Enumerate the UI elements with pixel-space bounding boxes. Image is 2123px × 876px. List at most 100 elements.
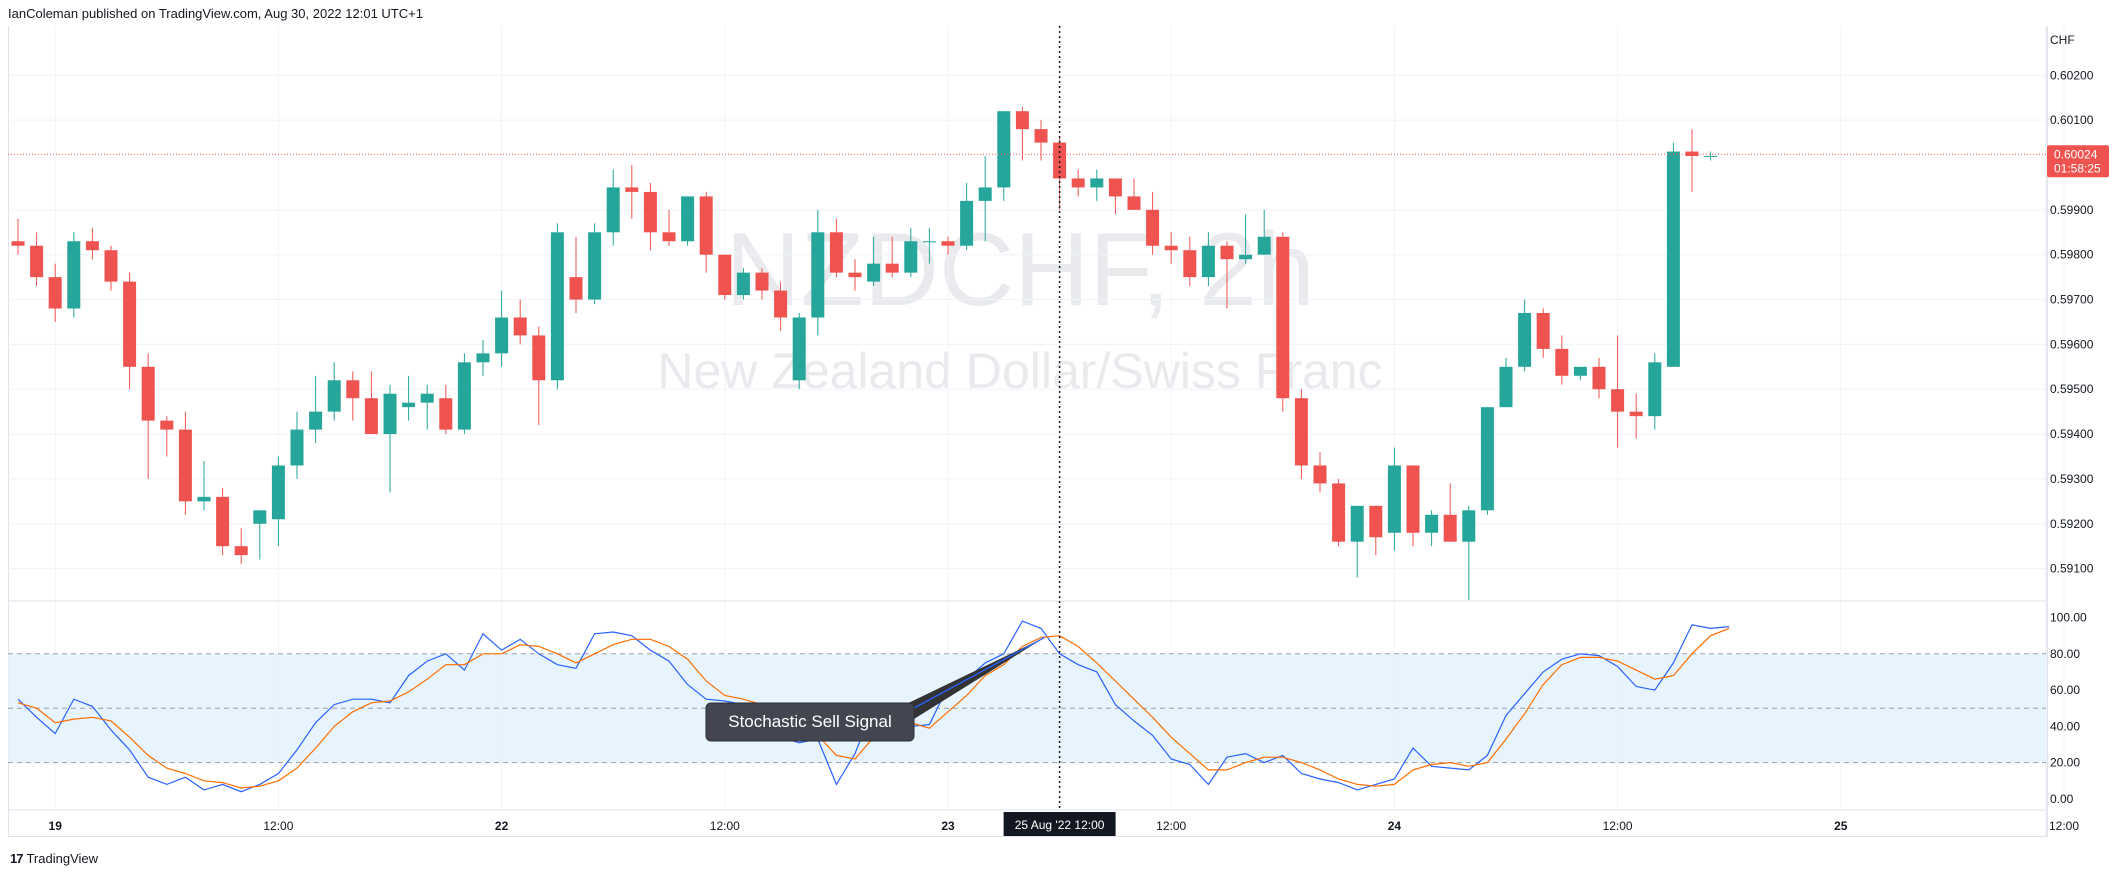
- candle-up: [1666, 151, 1680, 367]
- candle-down: [48, 277, 62, 309]
- candles: [11, 106, 1718, 600]
- candle-up: [1257, 236, 1271, 255]
- candle-up: [1387, 465, 1401, 533]
- candle-up: [960, 200, 974, 246]
- time-tick-label: 25: [1834, 819, 1848, 833]
- candle-down: [941, 241, 955, 246]
- candle-down: [755, 272, 769, 291]
- candle-down: [1294, 398, 1308, 466]
- price-tick-label: 0.60100: [2050, 113, 2094, 127]
- candle-up: [197, 496, 211, 502]
- candle-down: [123, 281, 137, 367]
- candle-up: [1090, 178, 1104, 188]
- candle-down: [160, 420, 174, 430]
- stochastic-tick-label: 20.00: [2050, 756, 2080, 770]
- price-tick-label: 0.59400: [2050, 427, 2094, 441]
- candle-up: [327, 380, 341, 412]
- tradingview-mark-icon: 17: [10, 851, 24, 866]
- candle-down: [178, 429, 192, 502]
- callout-text: Stochastic Sell Signal: [728, 712, 891, 731]
- candle-down: [1108, 178, 1122, 197]
- candle-down: [346, 380, 360, 399]
- stochastic-tick-label: 0.00: [2050, 792, 2074, 806]
- candle-up: [1573, 366, 1587, 376]
- tradingview-logo-text: TradingView: [26, 851, 99, 866]
- candle-down: [662, 232, 676, 242]
- candle-down: [1555, 348, 1569, 376]
- candle-down: [1313, 465, 1327, 484]
- candle-down: [532, 335, 546, 381]
- price-tick-label: 0.59200: [2050, 517, 2094, 531]
- candle-down: [104, 250, 118, 282]
- candle-up: [681, 196, 695, 242]
- candle-up: [1704, 156, 1718, 158]
- price-tick-label: 0.59600: [2050, 337, 2094, 351]
- candle-down: [1220, 245, 1234, 260]
- candle-up: [495, 317, 509, 354]
- candle-up: [736, 272, 750, 296]
- candle-up: [904, 241, 918, 273]
- current-price-tag: [2047, 145, 2109, 178]
- candle-up: [1648, 362, 1662, 417]
- candle-down: [1127, 196, 1141, 210]
- candle-up: [1350, 505, 1364, 542]
- candle-down: [1053, 142, 1067, 179]
- stochastic-tick-label: 60.00: [2050, 683, 2080, 697]
- axes: 0.60200 0.60100 0.59900 0.59800 0.59700 0.596…: [49, 33, 2094, 833]
- candle-up: [867, 263, 881, 282]
- candle-up: [1499, 366, 1513, 408]
- candle-up: [1425, 514, 1439, 533]
- candle-up: [550, 232, 564, 381]
- candle-down: [1276, 236, 1290, 399]
- time-tick-label: 12:00: [710, 819, 740, 833]
- countdown-label: 01:58:25: [2054, 161, 2101, 175]
- candle-down: [1164, 245, 1178, 251]
- watermark-name: New Zealand Dollar/Swiss Franc: [657, 343, 1382, 399]
- candle-down: [848, 272, 862, 278]
- candle-up: [588, 232, 602, 300]
- candle-down: [643, 191, 657, 233]
- candle-down: [439, 398, 453, 430]
- candle-up: [1518, 313, 1532, 367]
- candle-down: [364, 398, 378, 435]
- price-tick-label: 0.59100: [2050, 562, 2094, 576]
- candle-down: [1536, 313, 1550, 349]
- candle-up: [476, 353, 490, 363]
- candle-down: [829, 232, 843, 273]
- candle-up: [1480, 407, 1494, 511]
- candle-up: [978, 187, 992, 201]
- candle-down: [569, 277, 583, 300]
- candle-down: [1071, 178, 1085, 188]
- crosshair-time-label: 25 Aug '22 12:00: [1015, 818, 1105, 832]
- candle-down: [1146, 209, 1160, 246]
- candle-down: [141, 366, 155, 421]
- candle-down: [1406, 465, 1420, 533]
- candle-up: [997, 111, 1011, 188]
- price-tick-label: 0.60200: [2050, 68, 2094, 82]
- symbol-watermark: NZDCHF, 2h New Zealand Dollar/Swiss Fran…: [657, 212, 1382, 399]
- candle-down: [11, 241, 25, 246]
- candle-down: [699, 196, 713, 255]
- candle-down: [1034, 129, 1048, 143]
- candle-down: [513, 317, 527, 336]
- price-tick-label: 0.59700: [2050, 293, 2094, 307]
- chart-frame: [8, 26, 2048, 837]
- candle-up: [271, 465, 285, 520]
- candle-down: [1592, 366, 1606, 390]
- candle-up: [402, 402, 416, 408]
- candle-down: [234, 546, 248, 556]
- crosshair-time-tag: [1003, 812, 1116, 836]
- time-tick-label: 23: [941, 819, 955, 833]
- candle-up: [457, 362, 471, 430]
- callout-arrow: [900, 637, 1045, 719]
- candle-up: [811, 232, 825, 318]
- time-tick-label: 12:00: [1603, 819, 1633, 833]
- price-tick-label: 0.59300: [2050, 472, 2094, 486]
- candle-up: [1239, 254, 1253, 260]
- candle-up: [383, 393, 397, 435]
- currency-label: CHF: [2050, 33, 2075, 47]
- candle-down: [718, 254, 732, 296]
- tradingview-logo[interactable]: 17 TradingView: [10, 851, 98, 866]
